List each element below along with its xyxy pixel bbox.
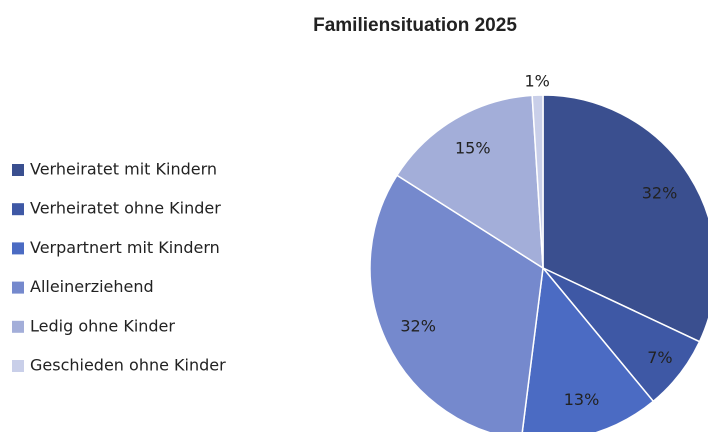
- data-label: 32%: [642, 184, 678, 203]
- data-label: 13%: [564, 390, 600, 409]
- legend-label: Ledig ohne Kinder: [30, 316, 175, 335]
- pie-slice: [395, 94, 544, 270]
- legend-label: Geschieden ohne Kinder: [30, 356, 226, 375]
- chart-title: Familiensituation 2025: [313, 15, 517, 36]
- data-label: 1%: [524, 72, 549, 91]
- legend-label: Alleinerziehend: [30, 277, 154, 296]
- legend-swatch: [12, 360, 24, 372]
- pie-slice: [369, 174, 544, 432]
- legend-label: Verheiratet ohne Kinder: [30, 199, 221, 218]
- legend-swatch: [12, 203, 24, 216]
- pie-slice: [542, 94, 708, 343]
- data-label: 15%: [455, 139, 491, 158]
- data-label: 7%: [647, 348, 672, 367]
- legend-swatch: [12, 281, 24, 294]
- legend-label: Verpartnert mit Kindern: [30, 238, 220, 257]
- legend-swatch: [12, 320, 24, 333]
- legend-label: Verheiratet mit Kindern: [30, 160, 217, 179]
- pie-slice: [531, 94, 544, 269]
- pie-slice: [521, 266, 655, 432]
- legend-swatch: [12, 164, 24, 176]
- data-label: 32%: [400, 316, 436, 335]
- legend-swatch: [12, 242, 24, 255]
